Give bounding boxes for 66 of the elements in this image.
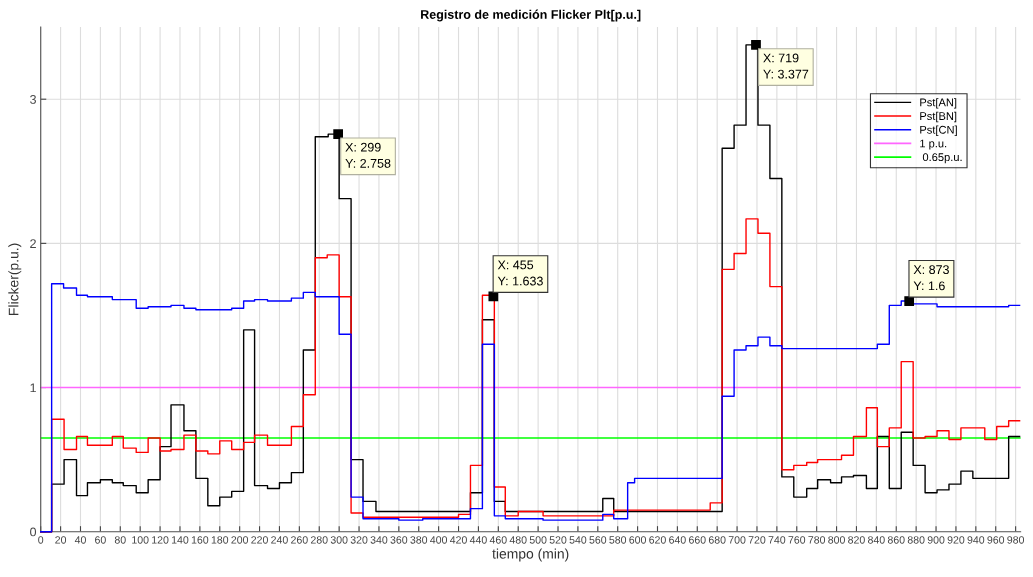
x-tick-label: 20 — [55, 536, 67, 544]
x-tick-label: 780 — [808, 536, 826, 544]
x-tick-label: 200 — [231, 536, 249, 544]
x-tick-label: 520 — [549, 536, 567, 544]
x-axis-title: tiempo (min) — [492, 548, 569, 562]
y-tick-label: 2 — [30, 239, 36, 248]
legend-label: Pst[AN] — [920, 98, 957, 109]
x-tick-label: 560 — [589, 536, 607, 544]
x-tick-label: 740 — [768, 536, 786, 544]
x-tick-label: 660 — [689, 536, 706, 544]
x-tick-label: 40 — [74, 536, 86, 544]
x-tick-label: 280 — [310, 536, 328, 544]
x-tick-label: 380 — [410, 536, 428, 544]
x-tick-label: 640 — [669, 536, 686, 544]
x-tick-label: 340 — [370, 536, 388, 544]
annotation: X: 455 Y: 1.633 — [497, 260, 543, 286]
annotation: X: 873 Y: 1.6 — [913, 265, 949, 291]
legend-label: Pst[CN] — [920, 125, 957, 136]
x-tick-label: 820 — [848, 536, 865, 544]
x-tick-label: 440 — [469, 536, 487, 544]
x-tick-label: 940 — [967, 536, 985, 544]
x-tick-label: 620 — [649, 536, 666, 544]
x-tick-label: 760 — [788, 536, 806, 544]
x-tick-label: 180 — [211, 536, 229, 544]
x-tick-label: 120 — [152, 536, 169, 544]
x-tick-label: 0 — [38, 536, 44, 544]
x-tick-label: 220 — [251, 536, 268, 544]
x-tick-label: 960 — [987, 536, 1005, 544]
x-tick-label: 700 — [728, 536, 746, 544]
x-tick-label: 240 — [271, 536, 288, 544]
legend-label: Pst[BN] — [920, 111, 957, 123]
y-tick-label: 3 — [30, 95, 36, 104]
y-tick-label: 0 — [30, 527, 37, 537]
x-tick-label: 840 — [868, 536, 885, 544]
x-tick-label: 400 — [430, 536, 448, 544]
x-tick-label: 580 — [609, 536, 627, 544]
x-tick-label: 680 — [708, 536, 726, 544]
x-tick-label: 420 — [449, 536, 467, 544]
annotation: X: 719 Y: 3.377 — [763, 53, 809, 79]
x-tick-label: 360 — [390, 536, 408, 544]
x-tick-label: 860 — [887, 536, 905, 544]
chart-title: Registro de medición Flicker Plt[p.u.] — [421, 9, 641, 22]
x-tick-label: 500 — [529, 536, 547, 544]
x-tick-label: 800 — [828, 536, 845, 544]
x-tick-label: 720 — [748, 536, 766, 544]
y-tick-label: 1 — [30, 383, 36, 393]
x-tick-label: 320 — [350, 536, 368, 544]
x-tick-label: 140 — [171, 536, 189, 544]
x-tick-label: 260 — [291, 536, 308, 544]
x-tick-label: 600 — [629, 536, 646, 544]
x-tick-label: 100 — [132, 536, 149, 544]
x-tick-label: 880 — [907, 536, 925, 544]
x-tick-label: 160 — [191, 536, 209, 544]
x-tick-label: 460 — [489, 536, 507, 544]
x-tick-label: 920 — [947, 536, 965, 544]
legend-label: 0.65p.u. — [922, 153, 962, 164]
x-tick-label: 900 — [927, 536, 945, 544]
x-tick-label: 980 — [1007, 536, 1025, 544]
annotation: X: 299 Y: 2.758 — [345, 142, 391, 168]
x-tick-label: 60 — [95, 536, 106, 544]
x-tick-label: 540 — [569, 536, 587, 544]
legend-label: 1 p.u. — [920, 139, 947, 150]
x-tick-label: 80 — [114, 536, 126, 544]
x-tick-label: 480 — [509, 536, 527, 544]
y-axis-title: Flicker(p.u.) — [8, 243, 22, 315]
x-tick-label: 300 — [330, 536, 348, 544]
